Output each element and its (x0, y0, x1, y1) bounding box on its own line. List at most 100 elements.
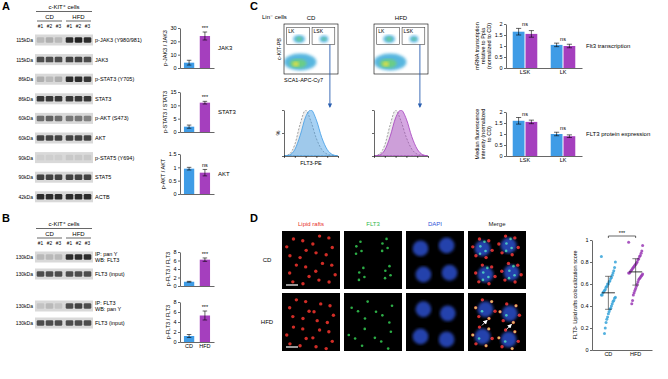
band (66, 37, 74, 43)
band (55, 135, 63, 141)
molecular-weight: 42kDa (19, 194, 34, 200)
plot-title: CD (307, 15, 316, 21)
flt3-signal (381, 314, 384, 317)
band (84, 37, 92, 43)
band (84, 96, 92, 102)
blot-strip (35, 133, 93, 144)
band (37, 155, 45, 161)
row-label: CD (263, 257, 272, 263)
panel-letter: C (250, 0, 258, 12)
tick (417, 156, 418, 158)
tick (295, 156, 296, 158)
tick: 6 (173, 258, 180, 264)
band (55, 155, 63, 161)
tick-label: HFD (630, 351, 641, 357)
bar (513, 32, 525, 68)
lane-label: #2 (76, 24, 82, 29)
flt3-signal (388, 265, 391, 268)
flt3-signal (358, 271, 361, 274)
tick-label: 1.5 (495, 120, 503, 126)
nucleus (478, 301, 494, 317)
marks (513, 118, 576, 157)
bar-chart: 051015***p-STAT3 / STAT3STAT3 (162, 89, 236, 135)
tick-label: 1 (499, 131, 502, 137)
lipid-raft (504, 234, 507, 237)
flt3-signal (384, 269, 387, 272)
axis-line (180, 29, 181, 69)
bar (551, 45, 563, 68)
band (37, 116, 45, 122)
tick-mark (178, 194, 180, 195)
tick-label: 0.8 (581, 259, 589, 265)
tick-label: 0 (173, 339, 176, 345)
lane-label: #1 (67, 24, 73, 29)
lane-label: #2 (76, 241, 82, 246)
lipid-raft (519, 273, 522, 276)
tick-label: 0 (585, 347, 588, 353)
lipid-raft (301, 317, 304, 320)
tick-mark (372, 133, 374, 134)
lipid-raft (304, 300, 307, 303)
tick: 0 (173, 339, 180, 345)
tick-mark (178, 332, 180, 333)
tick: 2 (173, 329, 180, 335)
band (37, 254, 45, 260)
bar-chart: 0102030***p-JAK3 / JAK3JAK3 (162, 25, 233, 71)
lipid-raft (517, 246, 520, 249)
molecular-weight: 115kDa (16, 37, 33, 43)
lipid-raft (314, 270, 317, 273)
band (84, 194, 92, 200)
lane-label: #3 (56, 24, 62, 29)
band (66, 174, 74, 180)
micrograph (468, 231, 526, 289)
gate-label: LSK (314, 28, 324, 34)
band (66, 116, 74, 122)
event-density (383, 35, 395, 43)
lipid-raft (291, 315, 294, 318)
error-bar (516, 28, 521, 35)
arrow (506, 324, 511, 329)
protein-label: IP: FLT3 (95, 300, 116, 306)
tick-mark (178, 302, 180, 303)
blot-strip (35, 318, 93, 329)
lipid-raft (501, 319, 504, 322)
lipid-raft (326, 321, 329, 324)
lane-label: #2 (47, 24, 53, 29)
error-bar (187, 167, 192, 170)
tick: LSK (520, 69, 531, 75)
lipid-raft (304, 249, 307, 252)
lipid-raft (471, 245, 474, 248)
lipid-raft (505, 302, 508, 305)
image-background (468, 231, 526, 289)
tick: 1 (499, 43, 506, 49)
protein-label: STAT3 (95, 96, 111, 102)
tick-mark (504, 145, 506, 146)
lipid-raft (298, 256, 301, 259)
molecular-weight: 90kDa (19, 155, 34, 161)
flt3-signal (512, 321, 515, 324)
point (631, 299, 634, 302)
figure: c-KIT⁺ cellsCDHFD#1#2#3#1#2#3115kDap-JAK… (0, 0, 668, 379)
event-density (293, 35, 305, 43)
gate (312, 28, 335, 45)
blot-strip (35, 54, 93, 65)
tick-mark (504, 156, 506, 157)
lipid-raft (301, 282, 304, 285)
chart-title: JAK3 (218, 45, 233, 51)
group-label: CD (45, 14, 54, 20)
band (75, 116, 83, 122)
text-line: p-STAT3 / STAT3 (162, 91, 168, 133)
band (37, 96, 45, 102)
flt3-signal (363, 328, 366, 331)
marks (184, 32, 210, 68)
tick-label: 0 (173, 283, 176, 289)
band (46, 135, 54, 141)
significance: *** (202, 304, 209, 310)
error-bar (567, 44, 572, 48)
lipid-raft (330, 263, 333, 266)
area (374, 110, 428, 156)
point (605, 318, 608, 321)
tick-label: 4 (173, 266, 176, 272)
flt3-signal (481, 310, 484, 313)
lipid-raft (490, 337, 493, 340)
